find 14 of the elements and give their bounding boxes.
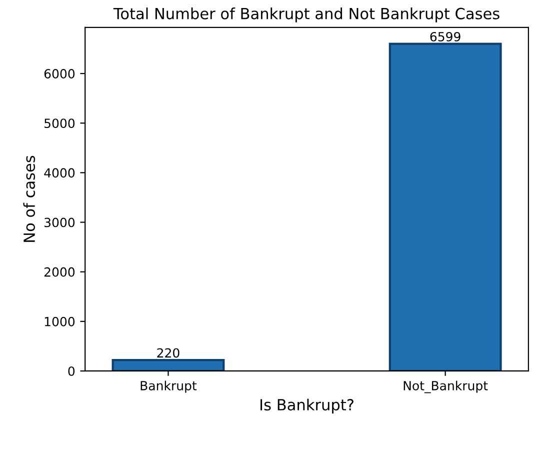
y-axis-title: No of cases: [23, 156, 36, 242]
chart-title: Total Number of Bankrupt and Not Bankrupt Cases: [113, 8, 500, 22]
data-label: 6599: [430, 32, 460, 42]
y-tick-label: 0: [68, 366, 75, 376]
y-tick-label: 1000: [44, 316, 75, 326]
y-tick-label: 4000: [44, 168, 75, 178]
x-axis-title: Is Bankrupt?: [260, 398, 354, 414]
y-tick-label: 3000: [44, 218, 75, 228]
y-tick-label: 5000: [44, 118, 75, 128]
x-tick-label: Not_Bankrupt: [404, 380, 488, 394]
data-label: 220: [157, 348, 180, 358]
y-tick-label: 2000: [44, 267, 75, 277]
y-tick-label: 6000: [44, 69, 75, 78]
x-tick-label: Bankrupt: [140, 380, 197, 393]
